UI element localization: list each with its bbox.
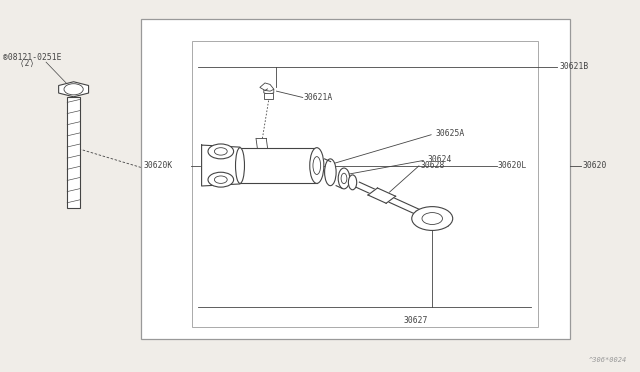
Ellipse shape	[324, 159, 336, 186]
Ellipse shape	[341, 173, 347, 184]
Ellipse shape	[310, 148, 324, 183]
Text: 30621A: 30621A	[304, 93, 333, 102]
Circle shape	[422, 212, 442, 224]
Polygon shape	[354, 182, 420, 214]
Text: 30628: 30628	[420, 161, 445, 170]
Bar	[264, 93, 273, 99]
Text: 30620L: 30620L	[498, 161, 527, 170]
Bar	[67, 97, 80, 208]
Polygon shape	[368, 188, 396, 203]
Text: ⟨2⟩: ⟨2⟩	[10, 59, 34, 68]
Circle shape	[208, 144, 234, 159]
Ellipse shape	[313, 157, 321, 174]
Circle shape	[214, 176, 227, 183]
Text: 30624: 30624	[428, 155, 452, 164]
Ellipse shape	[338, 168, 349, 189]
Text: 30620: 30620	[582, 161, 607, 170]
Circle shape	[214, 148, 227, 155]
Text: ®08121-0251E: ®08121-0251E	[3, 53, 61, 62]
Polygon shape	[264, 88, 274, 94]
Text: 30621B: 30621B	[560, 62, 589, 71]
Text: ^306*0024: ^306*0024	[589, 357, 627, 363]
Polygon shape	[202, 145, 240, 186]
Bar	[141, 19, 570, 339]
Text: 30627: 30627	[404, 316, 428, 325]
Bar	[192, 41, 538, 327]
Ellipse shape	[236, 148, 244, 183]
Circle shape	[412, 206, 452, 230]
Circle shape	[208, 172, 234, 187]
Text: 30625A: 30625A	[435, 129, 465, 138]
Circle shape	[64, 84, 83, 95]
Ellipse shape	[348, 175, 356, 190]
Polygon shape	[260, 83, 274, 91]
Polygon shape	[240, 148, 317, 183]
Polygon shape	[59, 82, 88, 97]
Text: 30620K: 30620K	[144, 161, 173, 170]
